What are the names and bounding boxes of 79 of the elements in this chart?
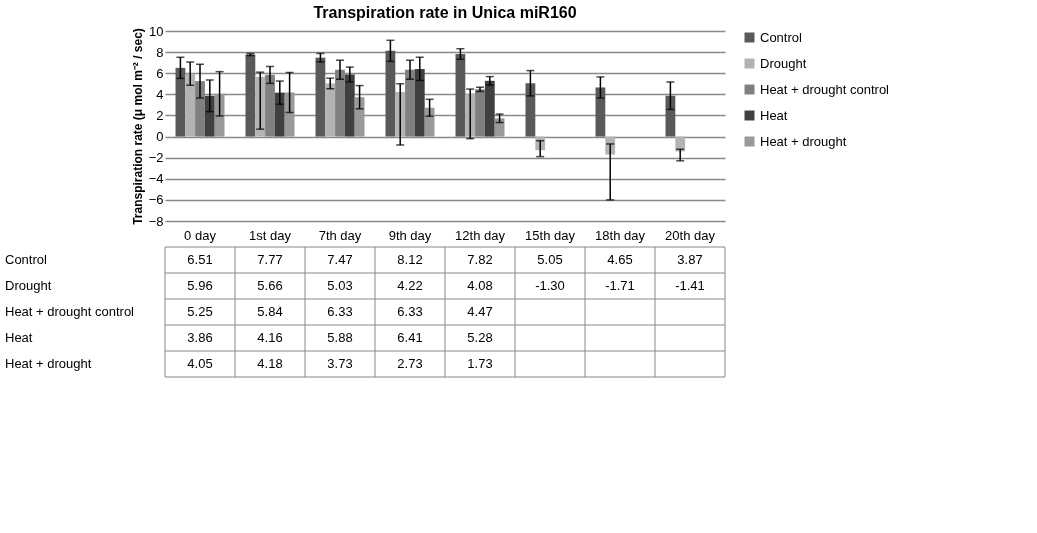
y-tick-label: 0 (156, 129, 164, 145)
bar (424, 107, 435, 137)
data-label: 4.47 (467, 304, 493, 319)
x-tick-label: 15th day (525, 227, 576, 243)
data-label: 1.73 (467, 356, 493, 371)
bar (175, 67, 186, 137)
bar (214, 93, 225, 137)
y-tick-label: −4 (148, 171, 164, 187)
bar (204, 95, 215, 137)
data-label: 5.05 (537, 252, 563, 267)
bar (494, 118, 505, 137)
data-label: 8.12 (397, 252, 423, 267)
text: Heat + drought (5, 356, 92, 371)
x-tick-label: 20th day (665, 227, 716, 243)
text: Drought (5, 278, 52, 293)
text: Control (5, 252, 47, 267)
data-label: 4.65 (607, 252, 633, 267)
legend-label: Heat + drought (760, 133, 847, 149)
text: Heat + drought control (5, 304, 134, 319)
data-label: 4.05 (187, 356, 213, 371)
bar (354, 97, 365, 137)
bar (274, 92, 285, 137)
bar (665, 95, 676, 137)
chart-title: Transpiration rate in Unica miR160 (313, 4, 577, 21)
data-label: 4.18 (257, 356, 283, 371)
y-tick-label: 8 (156, 44, 164, 60)
x-tick-label: 9th day (388, 227, 432, 243)
x-tick-label: 18th day (595, 227, 646, 243)
bar (385, 50, 396, 137)
data-label: 4.16 (257, 330, 283, 345)
data-label: -1.71 (605, 278, 635, 293)
data-label: 3.73 (327, 356, 353, 371)
bar (245, 54, 256, 137)
bar (185, 73, 196, 137)
data-label: 5.03 (327, 278, 353, 293)
data-label: 4.22 (397, 278, 423, 293)
legend-label: Drought (760, 55, 807, 71)
data-label: 4.08 (467, 278, 493, 293)
data-label: 3.86 (187, 330, 213, 345)
y-tick-label: −2 (148, 150, 164, 166)
y-tick-label: 10 (149, 23, 164, 39)
legend-label: Control (760, 29, 803, 45)
bar (344, 74, 355, 137)
x-tick-label: 12th day (455, 227, 506, 243)
bar (414, 68, 425, 137)
data-label: 6.51 (187, 252, 213, 267)
data-label: 6.33 (327, 304, 353, 319)
data-label: 5.96 (187, 278, 213, 293)
y-axis-title: Transpiration rate (μ mol m⁻² / sec) (130, 28, 145, 225)
data-label: 7.82 (467, 252, 493, 267)
bar (455, 54, 466, 137)
x-tick-label: 0 day (184, 227, 217, 243)
x-tick-label: 7th day (318, 227, 362, 243)
data-label: 7.47 (327, 252, 353, 267)
y-tick-label: −6 (148, 192, 164, 208)
y-tick-label: −8 (148, 213, 164, 229)
legend-label: Heat + drought control (760, 81, 890, 97)
bar (284, 92, 295, 137)
data-label: 5.28 (467, 330, 493, 345)
data-label: 7.77 (257, 252, 283, 267)
legend-label: Heat (760, 107, 788, 123)
data-label: -1.30 (535, 278, 565, 293)
data-label: 5.66 (257, 278, 283, 293)
y-tick-label: 2 (156, 107, 164, 123)
data-label: 3.87 (677, 252, 703, 267)
data-label: 5.25 (187, 304, 213, 319)
data-label: 5.84 (257, 304, 283, 319)
bar (525, 83, 536, 137)
data-label: 6.41 (397, 330, 423, 345)
y-tick-label: 4 (156, 86, 164, 102)
x-tick-label: 1st day (249, 227, 292, 243)
bar (595, 87, 606, 137)
data-label: 2.73 (397, 356, 423, 371)
y-tick-label: 6 (156, 65, 164, 81)
data-label: 6.33 (397, 304, 423, 319)
data-label: 5.88 (327, 330, 353, 345)
text: Heat (5, 330, 33, 345)
bar (325, 83, 336, 137)
data-label: -1.41 (675, 278, 705, 293)
